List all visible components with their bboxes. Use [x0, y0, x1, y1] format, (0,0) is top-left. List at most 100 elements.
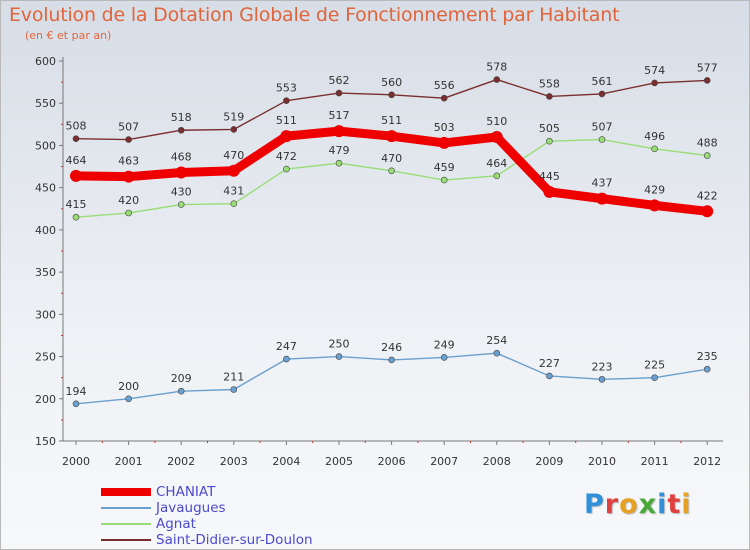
data-point-agnat [703, 152, 711, 159]
data-label-agnat: 420 [118, 194, 139, 207]
legend-swatch [101, 539, 151, 541]
data-label-chaniat: 445 [539, 170, 560, 183]
data-point-agnat [177, 201, 185, 208]
data-point-chaniat [227, 164, 240, 177]
data-label-saint-didier-sur-doulon: 508 [66, 120, 87, 133]
legend-swatch [101, 523, 151, 525]
data-point-saint-didier-sur-doulon [388, 91, 395, 99]
x-tick-label: 2002 [167, 455, 195, 468]
data-point-agnat [546, 137, 553, 145]
logo-letter: t [667, 489, 682, 520]
data-label-saint-didier-sur-doulon: 519 [223, 110, 244, 123]
y-tick-label: 200 [35, 393, 56, 406]
data-point-chaniat [122, 170, 135, 183]
data-point-saint-didier-sur-doulon [493, 76, 501, 83]
data-label-saint-didier-sur-doulon: 556 [434, 79, 455, 92]
data-label-saint-didier-sur-doulon: 507 [118, 121, 139, 134]
data-label-agnat: 459 [434, 161, 455, 174]
data-point-javaugues [388, 356, 395, 364]
data-point-agnat [598, 136, 606, 143]
x-tick-label: 2010 [588, 455, 616, 468]
data-label-agnat: 505 [539, 122, 560, 135]
x-tick-label: 2008 [483, 455, 511, 468]
data-label-javaugues: 225 [644, 359, 665, 372]
data-point-saint-didier-sur-doulon [177, 126, 185, 134]
logo-letter: i [657, 489, 668, 520]
data-label-javaugues: 194 [66, 385, 87, 398]
data-point-chaniat [648, 199, 661, 212]
data-point-agnat [440, 176, 448, 184]
data-label-chaniat: 422 [697, 189, 718, 202]
data-label-chaniat: 511 [381, 114, 402, 127]
data-point-javaugues [651, 374, 658, 381]
logo-letter: r [604, 489, 620, 520]
data-point-chaniat [596, 192, 608, 205]
data-label-chaniat: 511 [276, 114, 297, 127]
data-point-saint-didier-sur-doulon [230, 126, 238, 133]
data-point-javaugues [230, 386, 238, 393]
logo-letter: o [619, 489, 639, 520]
data-point-agnat [72, 213, 80, 221]
data-label-chaniat: 503 [434, 121, 455, 134]
data-point-javaugues [546, 372, 553, 380]
data-point-agnat [388, 167, 395, 175]
x-tick-label: 2011 [641, 455, 669, 468]
data-label-javaugues: 254 [486, 334, 507, 347]
data-label-javaugues: 211 [223, 370, 244, 383]
chart-title: Evolution de la Dotation Globale de Fonc… [9, 4, 620, 26]
data-point-javaugues [335, 353, 343, 360]
data-point-saint-didier-sur-doulon [703, 77, 711, 84]
data-label-chaniat: 429 [644, 183, 665, 196]
data-label-javaugues: 200 [118, 380, 139, 393]
legend-label: CHANIAT [156, 484, 216, 500]
data-point-chaniat [701, 205, 714, 218]
logo-letter: x [638, 489, 658, 520]
data-label-chaniat: 517 [329, 109, 350, 122]
data-label-javaugues: 235 [697, 350, 718, 363]
data-label-agnat: 479 [329, 144, 350, 157]
data-point-chaniat [333, 125, 345, 138]
data-label-agnat: 464 [486, 157, 507, 170]
data-point-javaugues [493, 349, 501, 357]
data-label-agnat: 430 [171, 186, 192, 199]
x-tick-label: 2004 [272, 455, 300, 468]
data-label-chaniat: 463 [118, 155, 139, 168]
data-label-javaugues: 223 [592, 360, 613, 373]
legend-label: Saint-Didier-sur-Doulon [156, 532, 313, 548]
data-point-agnat [283, 165, 290, 173]
data-point-chaniat [280, 130, 293, 143]
data-label-agnat: 496 [644, 130, 665, 143]
data-label-saint-didier-sur-doulon: 562 [329, 74, 350, 87]
data-label-chaniat: 464 [66, 154, 87, 167]
data-point-agnat [230, 200, 238, 208]
data-point-javaugues [177, 387, 185, 395]
data-point-chaniat [175, 166, 188, 179]
chart-subtitle: (en € et par an) [25, 29, 112, 42]
data-point-javaugues [72, 400, 80, 408]
proxiti-logo: Proxiti [584, 489, 692, 520]
data-point-agnat [335, 159, 343, 167]
data-label-chaniat: 437 [592, 177, 613, 190]
x-tick-label: 2000 [62, 455, 90, 468]
data-point-saint-didier-sur-doulon [598, 90, 606, 98]
x-tick-label: 2012 [693, 455, 721, 468]
x-tick-label: 2006 [378, 455, 406, 468]
data-point-saint-didier-sur-doulon [283, 97, 290, 104]
data-point-javaugues [703, 365, 711, 373]
data-point-javaugues [125, 395, 132, 403]
x-tick-label: 2007 [430, 455, 458, 468]
data-label-agnat: 415 [66, 198, 87, 211]
data-point-saint-didier-sur-doulon [440, 94, 448, 102]
logo-letter: P [584, 489, 605, 520]
data-point-javaugues [598, 376, 606, 383]
y-tick-label: 150 [35, 435, 56, 448]
y-tick-label: 350 [35, 266, 56, 279]
data-label-saint-didier-sur-doulon: 518 [171, 111, 192, 124]
legend-swatch [101, 488, 151, 496]
data-label-saint-didier-sur-doulon: 574 [644, 64, 665, 77]
data-label-agnat: 431 [223, 185, 244, 198]
data-point-saint-didier-sur-doulon [125, 136, 132, 143]
logo-letter: i [681, 489, 692, 520]
data-point-chaniat [70, 169, 82, 182]
